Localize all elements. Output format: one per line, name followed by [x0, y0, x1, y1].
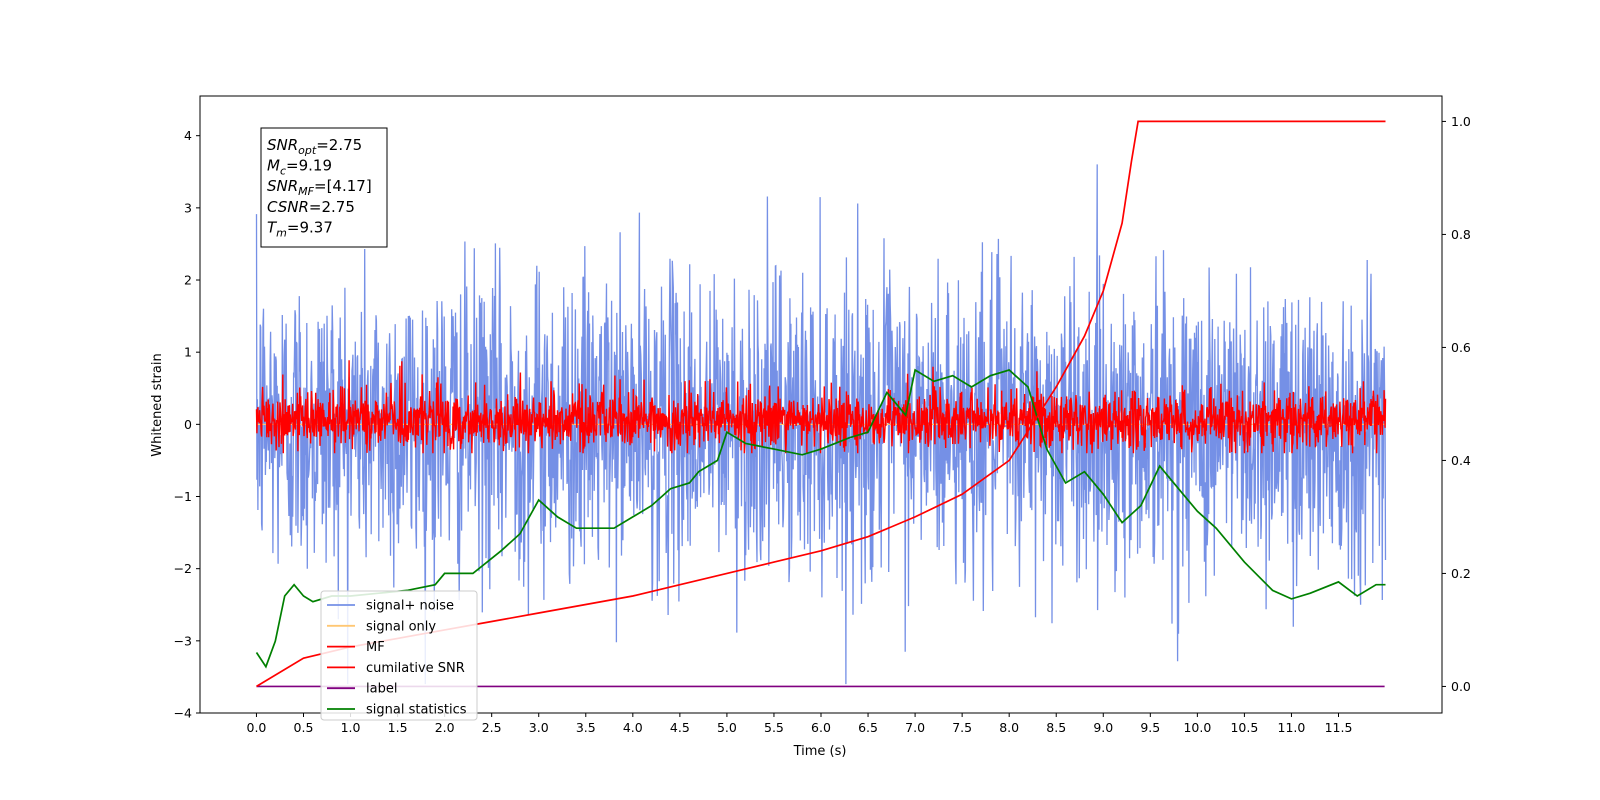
x-tick-label: 1.0 [341, 720, 361, 735]
y-right-tick-label: 0.0 [1451, 679, 1471, 694]
annotation-line: SNRopt=2.75 [267, 136, 362, 157]
x-tick-label: 6.5 [858, 720, 878, 735]
legend-label: MF [366, 640, 385, 655]
y-axis-label: Whitened strain [150, 353, 165, 456]
y-right-tick-label: 0.4 [1451, 453, 1471, 468]
x-tick-label: 9.5 [1140, 720, 1160, 735]
y-left-tick-label: 0 [184, 417, 192, 432]
x-tick-label: 2.5 [482, 720, 502, 735]
legend: signal+ noise signal only MF cumilative SNR… [320, 590, 478, 721]
x-tick-label: 8.5 [1046, 720, 1066, 735]
x-tick-label: 6.0 [811, 720, 831, 735]
y-right-tick-label: 1.0 [1451, 114, 1471, 129]
legend-label: label [366, 682, 397, 697]
y-left-tick-label: −2 [174, 561, 192, 576]
signal-statistics-line [255, 368, 1386, 669]
annotation-line: Tm=9.37 [267, 218, 333, 239]
y-left-tick-label: 2 [184, 273, 192, 288]
x-tick-label: 5.0 [717, 720, 737, 735]
x-tick-label: 10.0 [1183, 720, 1211, 735]
x-tick-label: 3.0 [529, 720, 549, 735]
annotation-line: CSNR=2.75 [267, 198, 355, 216]
legend-label: signal only [366, 619, 436, 634]
x-tick-label: 5.5 [764, 720, 784, 735]
y-right-tick-label: 0.8 [1451, 227, 1471, 242]
x-tick-label: 11.0 [1278, 720, 1306, 735]
mf-line [255, 360, 1387, 454]
x-tick-label: 11.5 [1325, 720, 1353, 735]
annotation-line: SNRMF=[4.17] [267, 177, 372, 198]
annotation-line: Mc=9.19 [267, 157, 332, 178]
x-axis-label: Time (s) [793, 744, 847, 759]
legend-label: signal statistics [366, 703, 467, 718]
x-tick-label: 8.0 [999, 720, 1019, 735]
y-right-tick-label: 0.2 [1451, 566, 1471, 581]
x-tick-label: 0.0 [247, 720, 267, 735]
x-tick-label: 7.5 [952, 720, 972, 735]
x-tick-label: 0.5 [294, 720, 314, 735]
x-tick-label: 3.5 [576, 720, 596, 735]
x-axis: 0.0 0.5 1.0 1.5 2.0 2.5 3.0 3.5 4.0 4.5 5.0 5.5 6.0 6… [247, 713, 1353, 735]
y-axis-right: 1.0 0.8 0.6 0.4 0.2 0.0 [1442, 114, 1471, 694]
y-axis-left: 4 3 2 1 0 −1 −2 −3 −4 [174, 128, 200, 721]
x-tick-label: 7.0 [905, 720, 925, 735]
x-tick-label: 9.0 [1093, 720, 1113, 735]
y-left-tick-label: −3 [174, 633, 192, 648]
legend-label: signal+ noise [366, 599, 454, 614]
y-left-tick-label: 4 [184, 128, 192, 143]
y-left-tick-label: 1 [184, 345, 192, 360]
y-right-tick-label: 0.6 [1451, 340, 1471, 355]
legend-label: cumilative SNR [366, 661, 465, 676]
y-left-tick-label: 3 [184, 200, 192, 215]
x-tick-label: 4.5 [670, 720, 690, 735]
x-tick-label: 1.5 [388, 720, 408, 735]
x-tick-label: 2.0 [435, 720, 455, 735]
x-tick-label: 4.0 [623, 720, 643, 735]
y-left-tick-label: −1 [174, 489, 192, 504]
y-left-tick-label: −4 [174, 706, 192, 721]
x-tick-label: 10.5 [1230, 720, 1258, 735]
